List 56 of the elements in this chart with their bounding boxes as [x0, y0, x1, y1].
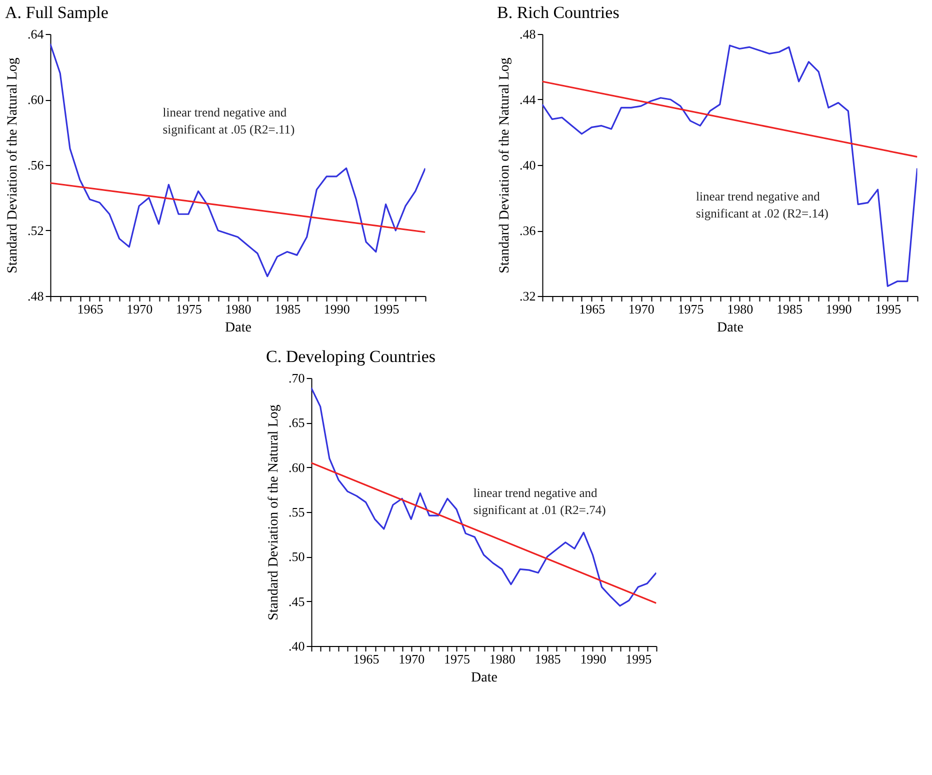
y-tick-label: .45 — [288, 594, 305, 609]
x-tick-label: 1980 — [727, 302, 754, 316]
y-axis-title: Standard Deviation of the Natural Log — [266, 404, 282, 620]
y-tick-label: .36 — [520, 223, 536, 238]
annotation: linear trend negative and — [473, 486, 598, 500]
annotation: significant at .02 (R2=.14) — [696, 206, 828, 220]
x-tick-label: 1965 — [77, 302, 104, 316]
y-tick-label: .56 — [28, 158, 44, 172]
y-tick-label: .44 — [520, 92, 536, 107]
y-tick-label: .65 — [288, 415, 305, 430]
x-tick-label: 1965 — [579, 302, 606, 316]
chart-title: A. Full Sample — [5, 3, 108, 22]
y-tick-label: .52 — [28, 223, 44, 238]
annotation: linear trend negative and — [162, 106, 288, 120]
x-tick-label: 1985 — [274, 302, 301, 316]
y-tick-label: .50 — [288, 549, 305, 564]
x-axis-title: Date — [225, 320, 252, 336]
x-tick-label: 1995 — [373, 302, 400, 316]
x-tick-label: 1970 — [126, 302, 153, 316]
x-tick-label: 1975 — [444, 652, 470, 666]
x-tick-label: 1970 — [628, 302, 654, 316]
line-series — [311, 387, 656, 607]
chart-title: B. Rich Countries — [497, 3, 620, 22]
x-tick-label: 1980 — [225, 302, 252, 316]
x-tick-label: 1975 — [678, 302, 704, 316]
x-tick-label: 1965 — [353, 652, 380, 666]
y-tick-label: .40 — [520, 158, 536, 172]
y-tick-label: .64 — [28, 26, 44, 42]
x-axis-title: Date — [471, 670, 498, 686]
x-tick-label: 1970 — [398, 652, 425, 666]
annotation: linear trend negative and — [696, 189, 821, 204]
y-tick-label: .48 — [520, 26, 536, 42]
y-axis-title: Standard Deviation of the Natural Log — [498, 58, 512, 274]
x-tick-label: 1995 — [626, 652, 652, 666]
line-series — [50, 43, 426, 278]
x-tick-label: 1990 — [580, 652, 606, 666]
y-tick-label: .60 — [288, 460, 305, 475]
y-tick-label: .70 — [288, 370, 305, 386]
line-series — [542, 44, 918, 287]
y-axis-title: Standard Deviation of the Natural Log — [6, 58, 20, 274]
x-tick-label: 1995 — [875, 302, 902, 316]
y-tick-label: .32 — [520, 288, 536, 304]
y-tick-label: .60 — [28, 92, 44, 107]
x-tick-label: 1980 — [489, 652, 516, 666]
x-axis-title: Date — [717, 320, 744, 336]
x-tick-label: 1985 — [776, 302, 802, 316]
chart-title: C. Developing Countries — [266, 347, 436, 366]
y-tick-label: .48 — [28, 288, 44, 304]
x-tick-label: 1990 — [324, 302, 350, 316]
x-tick-label: 1990 — [826, 302, 852, 316]
annotation: significant at .05 (R2=.11) — [162, 122, 295, 137]
y-tick-label: .55 — [288, 504, 305, 520]
x-tick-label: 1985 — [534, 652, 561, 666]
annotation: significant at .01 (R2=.74) — [473, 503, 606, 518]
x-tick-label: 1975 — [176, 302, 202, 316]
y-tick-label: .40 — [288, 638, 305, 654]
